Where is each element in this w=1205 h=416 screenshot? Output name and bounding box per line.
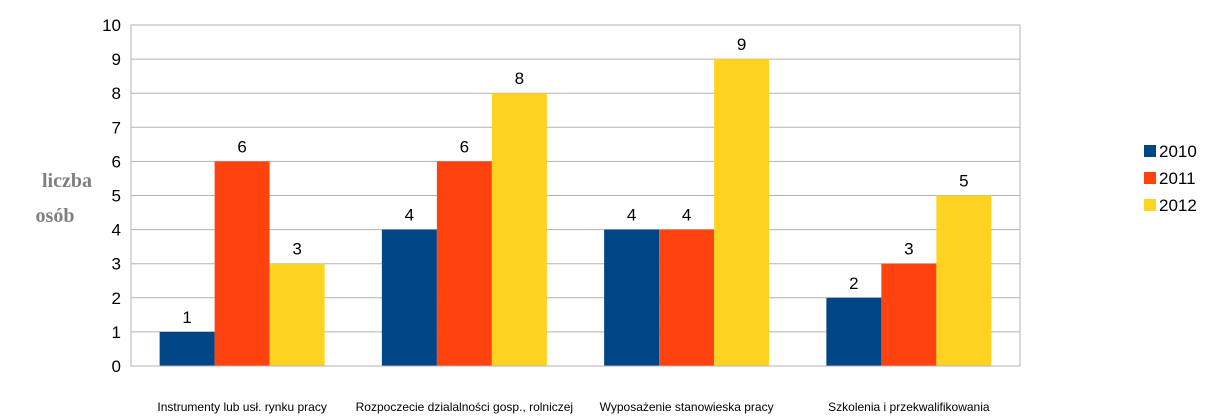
- y-tick-label: 6: [112, 152, 121, 171]
- data-label: 3: [292, 240, 301, 259]
- bar-2011: [214, 161, 270, 366]
- y-tick-label: 10: [102, 16, 121, 35]
- y-tick-label: 7: [112, 118, 121, 137]
- legend-label: 2012: [1159, 196, 1197, 215]
- data-label: 8: [515, 69, 524, 88]
- x-axis-categories: Instrumenty lub usł. rynku pracy Rozpocze…: [157, 400, 989, 414]
- bar-2010: [604, 229, 660, 366]
- y-tick-label: 3: [112, 255, 121, 274]
- legend-label: 2011: [1159, 169, 1196, 188]
- y-tick-label: 2: [112, 289, 121, 308]
- data-label: 3: [904, 240, 913, 259]
- legend: 2010 2011 2012: [1144, 142, 1197, 215]
- data-label: 1: [182, 308, 191, 327]
- bar-2010: [381, 229, 437, 366]
- legend-swatch-2010: [1144, 145, 1156, 157]
- data-label: 4: [405, 206, 414, 225]
- bar-2010: [826, 297, 882, 366]
- data-label: 2: [849, 274, 858, 293]
- data-label: 9: [737, 35, 746, 54]
- y-tick-label: 5: [112, 187, 121, 206]
- y-tick-label: 1: [112, 323, 121, 342]
- y-axis-label-line-2: osób: [36, 205, 75, 227]
- bars: 1 6 3 4 6 8 4 4 9 2 3 5: [159, 35, 992, 366]
- y-axis-ticks: 0 1 2 3 4 5 6 7 8 9 10: [102, 16, 121, 376]
- y-tick-label: 9: [112, 50, 121, 69]
- bar-2010: [159, 331, 215, 366]
- bar-2011: [659, 229, 715, 366]
- plot-border: [130, 24, 1021, 367]
- y-axis-label: liczba osób: [36, 170, 92, 227]
- y-tick-label: 4: [112, 221, 121, 240]
- bar-2011: [436, 161, 492, 366]
- x-category-label: Rozpoczecie dzialalności gosp., rolnicze…: [356, 400, 573, 414]
- plot-frame: [130, 24, 1021, 367]
- bar-2012: [491, 93, 547, 366]
- x-category-label: Wyposażenie stanowieska pracy: [600, 400, 774, 414]
- legend-swatch-2012: [1144, 199, 1156, 211]
- data-label: 6: [237, 137, 246, 156]
- data-label: 4: [682, 206, 691, 225]
- legend-label: 2010: [1159, 142, 1197, 161]
- y-axis-label-line-1: liczba: [42, 170, 92, 192]
- bar-2012: [714, 59, 770, 366]
- x-category-label: Instrumenty lub usł. rynku pracy: [157, 400, 326, 414]
- y-tick-label: 8: [112, 84, 121, 103]
- x-category-label: Szkolenia i przekwalifikowania: [828, 400, 990, 414]
- bar-2012: [936, 195, 992, 366]
- data-label: 4: [627, 206, 636, 225]
- bar-2012: [269, 263, 325, 366]
- bar-2011: [881, 263, 937, 366]
- legend-swatch-2011: [1144, 172, 1156, 184]
- y-tick-label: 0: [112, 357, 121, 376]
- data-label: 5: [959, 172, 968, 191]
- data-label: 6: [460, 137, 469, 156]
